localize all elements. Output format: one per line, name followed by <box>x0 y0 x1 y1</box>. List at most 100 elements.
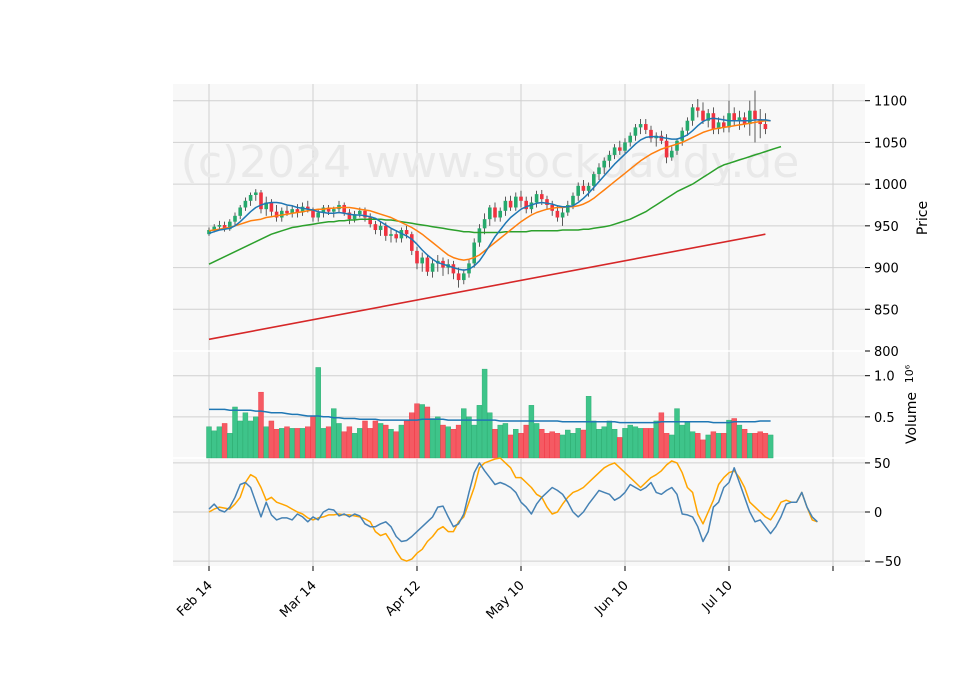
volume-bar <box>705 434 711 459</box>
candle-body <box>696 107 700 111</box>
volume-bar <box>653 420 659 459</box>
candle-body <box>566 204 570 213</box>
volume-bar <box>336 423 342 459</box>
candle-body <box>295 209 300 213</box>
volume-bar <box>232 406 238 459</box>
candle <box>633 124 638 141</box>
candle-body <box>410 234 414 251</box>
candle-body <box>545 199 549 205</box>
candle-body <box>488 207 492 220</box>
volume-bar <box>461 408 467 459</box>
volume-bar <box>689 431 696 459</box>
volume-bar <box>549 431 555 459</box>
osc-y-tick-label: 50 <box>874 457 891 472</box>
volume-bar <box>606 420 613 459</box>
volume-bar <box>497 424 503 459</box>
candle-body <box>456 273 461 281</box>
candle <box>248 192 253 206</box>
oscillator-series-layer <box>208 457 818 562</box>
volume-bar <box>767 434 774 459</box>
volume-bar <box>346 426 353 459</box>
candle-body <box>238 207 242 216</box>
candle <box>462 269 466 285</box>
candle-body <box>649 129 653 139</box>
candle <box>243 197 248 211</box>
candle <box>238 204 242 220</box>
volume-bar <box>403 420 410 459</box>
candle-body <box>706 113 710 121</box>
volume-bar <box>362 420 368 459</box>
candle-body <box>498 210 502 218</box>
volume-bar <box>674 408 680 459</box>
candle-body <box>670 150 674 158</box>
volume-bar <box>258 391 264 459</box>
candle <box>690 104 695 126</box>
candle <box>732 107 736 126</box>
volume-axis-label: Volume <box>904 392 920 444</box>
candle-body <box>560 212 565 218</box>
volume-bar <box>565 429 571 459</box>
volume-bar <box>351 433 358 459</box>
volume-bar <box>216 426 223 459</box>
candle-body <box>233 215 237 222</box>
price-y-tick-label: 1050 <box>874 136 907 151</box>
volume-bar <box>455 424 462 459</box>
candle <box>415 246 419 270</box>
candle-body <box>524 200 528 210</box>
candle <box>685 117 690 136</box>
volume-bar <box>747 433 753 459</box>
candle-body <box>207 230 211 235</box>
volume-bar <box>679 424 685 459</box>
candle <box>233 212 237 226</box>
candle-body <box>311 209 315 218</box>
candle <box>378 221 383 236</box>
candle-body <box>430 263 435 272</box>
candle <box>753 90 757 143</box>
candle-body <box>477 228 482 243</box>
candle-body <box>217 225 222 227</box>
candle <box>217 220 222 230</box>
volume-bar <box>611 428 618 459</box>
volume-bar <box>305 426 311 459</box>
candle-body <box>555 210 560 218</box>
candle-body <box>586 185 591 191</box>
volume-bar <box>523 424 529 459</box>
candle-body <box>623 142 627 151</box>
volume-bar <box>559 434 566 459</box>
candle-body <box>321 207 326 213</box>
candle-body <box>462 273 466 281</box>
candle-body <box>420 257 424 264</box>
candle-body <box>415 250 419 264</box>
candle-body <box>519 196 523 201</box>
candle <box>373 220 378 235</box>
candle-body <box>254 192 258 195</box>
candle <box>649 125 653 143</box>
volume-bar <box>617 437 623 459</box>
volume-bar <box>211 430 217 459</box>
watermark: (c)2024 www.stockdaddy.de <box>181 137 800 188</box>
price-y-tick-label: 900 <box>874 262 899 277</box>
x-tick-label: Apr 12 <box>383 578 424 619</box>
candle-body <box>737 117 742 121</box>
x-tick-label: Jun 10 <box>592 578 632 618</box>
volume-bar <box>533 423 540 459</box>
price-axis-label: Price <box>915 201 931 235</box>
volume-bar <box>268 420 275 459</box>
x-tick-label: Mar 14 <box>277 578 320 621</box>
candle-body <box>638 124 643 128</box>
volume-bar <box>762 433 769 459</box>
candle <box>300 202 305 216</box>
volume-bar <box>206 426 212 459</box>
candle-body <box>659 135 664 141</box>
candle-body <box>628 135 632 143</box>
osc-y-tick-label: −50 <box>874 555 901 570</box>
candle-body <box>508 200 513 208</box>
candle <box>222 221 227 232</box>
volume-bar <box>715 433 722 459</box>
candle-body <box>342 204 346 213</box>
volume-bar <box>242 412 249 459</box>
candle-body <box>290 209 294 214</box>
candle <box>493 202 497 222</box>
candle <box>425 255 430 276</box>
candle-body <box>352 214 357 220</box>
